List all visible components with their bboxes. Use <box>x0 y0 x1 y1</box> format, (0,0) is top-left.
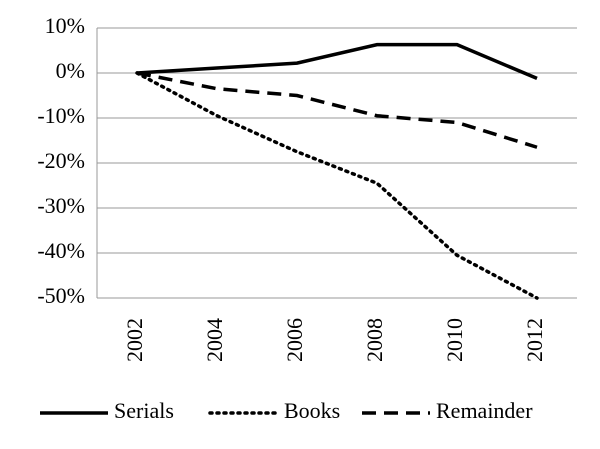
legend-label: Books <box>284 398 340 423</box>
y-tick-label: -10% <box>37 103 85 128</box>
series-line <box>136 71 538 149</box>
y-tick-label: -20% <box>37 148 85 173</box>
y-tick-label: -40% <box>37 238 85 263</box>
y-tick-label: -50% <box>37 283 85 308</box>
legend-label: Serials <box>114 398 174 423</box>
x-tick-label: 2010 <box>442 318 467 362</box>
y-tick-label: 10% <box>45 13 85 38</box>
x-tick-label: 2006 <box>282 318 307 362</box>
y-tick-label: -30% <box>37 193 85 218</box>
series-line <box>135 71 539 300</box>
series-line <box>136 42 538 81</box>
y-tick-label: 0% <box>56 58 85 83</box>
legend-label: Remainder <box>436 398 533 423</box>
x-tick-label: 2002 <box>122 318 147 362</box>
x-tick-label: 2004 <box>202 318 227 362</box>
x-tick-label: 2008 <box>362 318 387 362</box>
x-tick-label: 2012 <box>522 318 547 362</box>
